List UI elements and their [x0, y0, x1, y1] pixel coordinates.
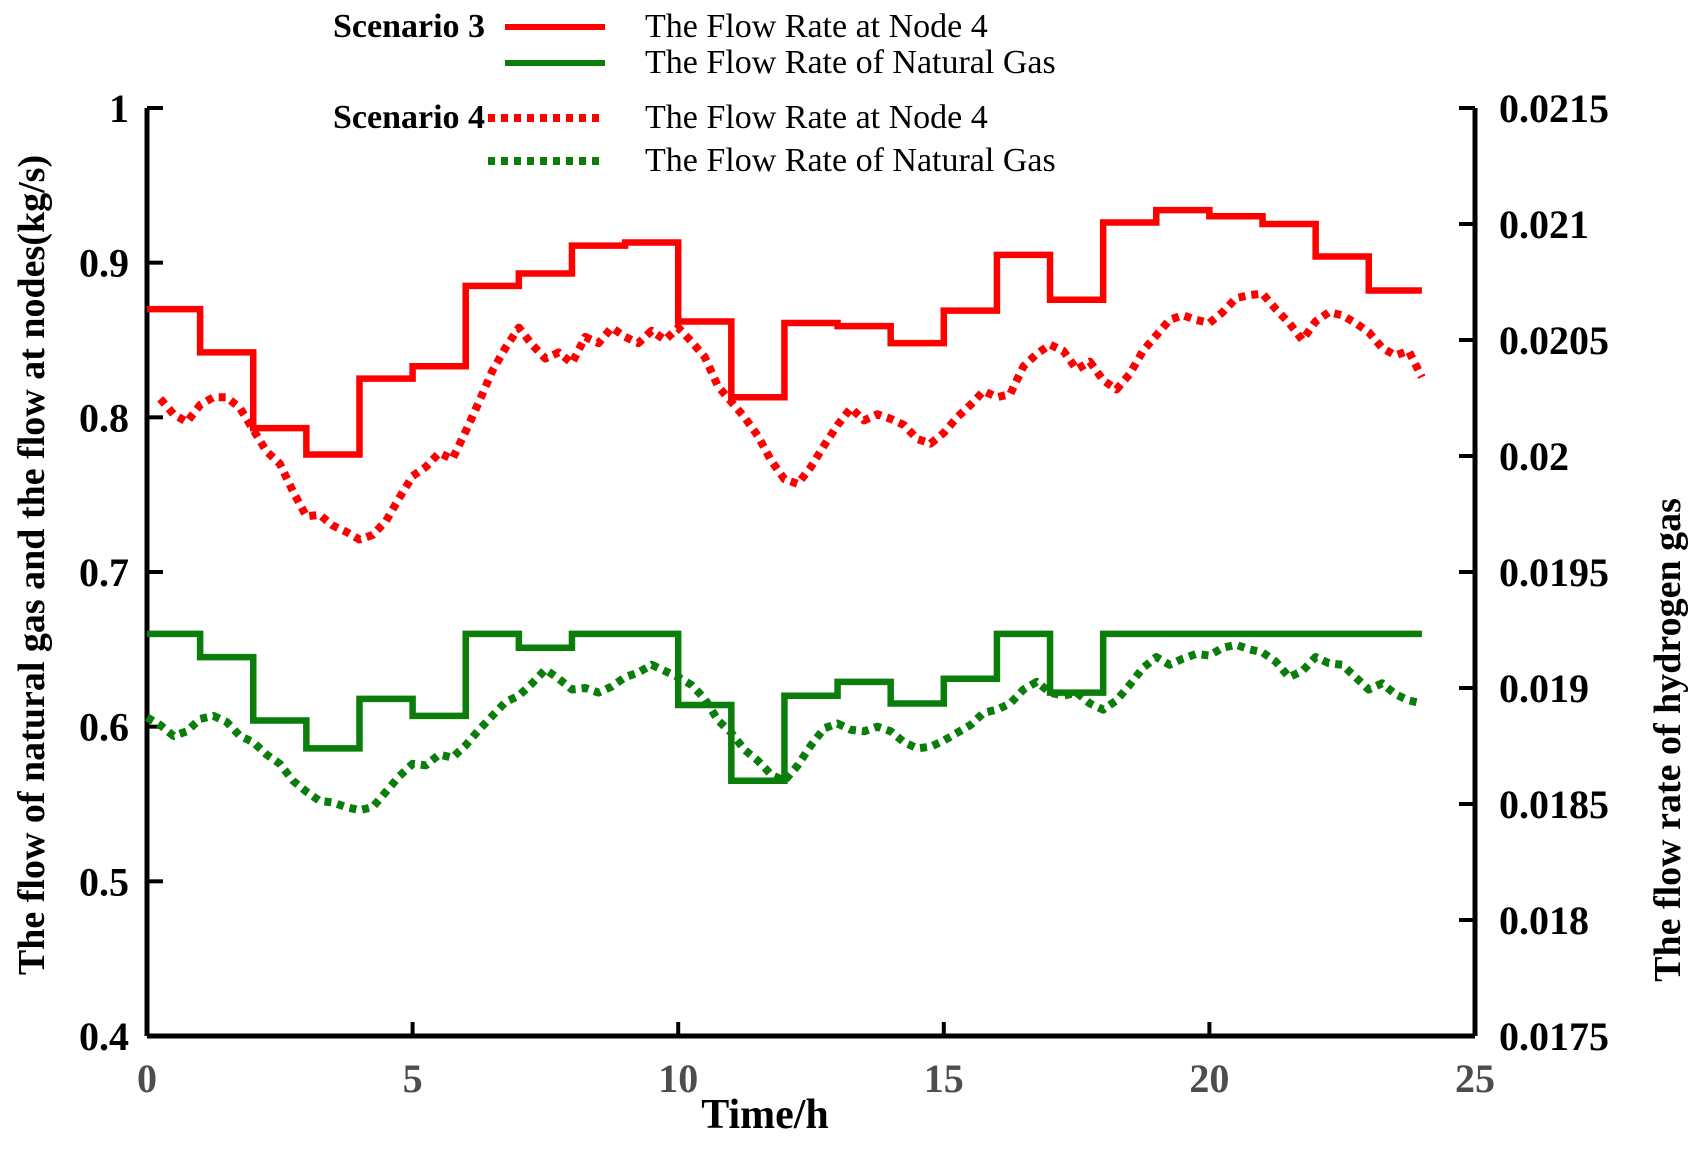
svg-text:0.8: 0.8 — [79, 395, 129, 440]
svg-text:0.7: 0.7 — [79, 550, 129, 595]
svg-text:0.0195: 0.0195 — [1499, 550, 1609, 595]
svg-text:15: 15 — [924, 1056, 964, 1101]
legend-item-label: The Flow Rate of Natural Gas — [645, 142, 1056, 179]
svg-text:0.0175: 0.0175 — [1499, 1014, 1609, 1059]
svg-text:10: 10 — [658, 1056, 698, 1101]
svg-text:0.0185: 0.0185 — [1499, 782, 1609, 827]
svg-text:0.018: 0.018 — [1499, 898, 1589, 943]
legend-line-sample-green-dotted — [488, 157, 605, 165]
svg-text:0.0215: 0.0215 — [1499, 86, 1609, 131]
svg-text:0.6: 0.6 — [79, 705, 129, 750]
right-y-axis-title: The flow rate of hydrogen gas — [1647, 498, 1689, 982]
x-axis-title: Time/h — [701, 1092, 829, 1138]
svg-text:20: 20 — [1189, 1056, 1229, 1101]
legend-group-title-scenario-3: Scenario 3 — [333, 8, 486, 45]
legend-item-s4-node4 — [488, 114, 605, 122]
legend-group-title-scenario-4: Scenario 4 — [333, 99, 486, 136]
svg-text:25: 25 — [1455, 1056, 1495, 1101]
svg-text:0.0205: 0.0205 — [1499, 318, 1609, 363]
svg-text:5: 5 — [403, 1056, 423, 1101]
svg-text:0.5: 0.5 — [79, 859, 129, 904]
legend-item-label: The Flow Rate at Node 4 — [645, 8, 988, 45]
legend-line-sample-red-dotted — [488, 114, 605, 122]
legend-item-s3-gas — [505, 60, 605, 66]
legend-item-label: The Flow Rate of Natural Gas — [645, 44, 1056, 81]
svg-text:1: 1 — [109, 86, 129, 131]
left-y-axis-title: The flow of natural gas and the flow at … — [11, 154, 53, 976]
legend-line-sample-red-solid — [505, 24, 605, 30]
svg-text:0.02: 0.02 — [1499, 434, 1569, 479]
legend-item-label: The Flow Rate at Node 4 — [645, 99, 988, 136]
legend-line-sample-green-solid — [505, 60, 605, 66]
svg-text:0: 0 — [137, 1056, 157, 1101]
svg-text:0.021: 0.021 — [1499, 202, 1589, 247]
svg-text:0.4: 0.4 — [79, 1014, 129, 1059]
svg-text:0.019: 0.019 — [1499, 666, 1589, 711]
svg-text:0.9: 0.9 — [79, 241, 129, 286]
legend-item-s4-gas — [488, 157, 605, 165]
legend-item-s3-node4 — [505, 24, 605, 30]
